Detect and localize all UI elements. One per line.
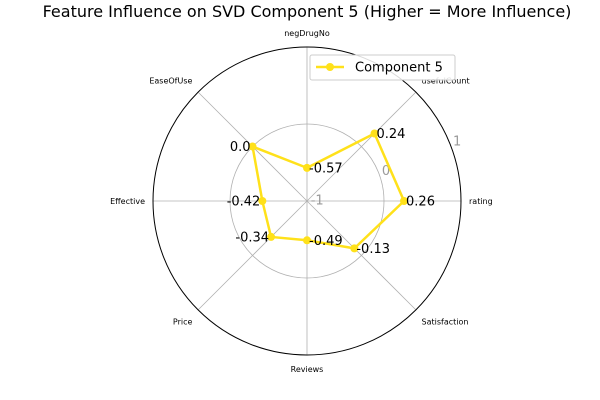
category-label: Effective	[110, 197, 145, 206]
data-point	[400, 197, 409, 205]
data-point	[370, 129, 379, 138]
series-line	[251, 132, 406, 250]
chart-title: Feature Influence on SVD Component 5 (Hi…	[43, 2, 572, 21]
outer-ring	[152, 46, 462, 356]
category-label: EaseOfUse	[149, 76, 192, 85]
data-point	[303, 236, 311, 245]
category-label: Reviews	[291, 365, 324, 374]
data-label: 0.24	[377, 127, 406, 142]
r-tick-label: 1	[453, 135, 461, 150]
grid: -1 0 1	[152, 46, 462, 356]
legend-marker	[326, 63, 334, 71]
data-label: -0.49	[309, 234, 343, 249]
grid-circle	[229, 123, 385, 279]
r-tick-label: -1	[311, 193, 324, 208]
data-point	[248, 142, 257, 151]
data-point	[350, 244, 359, 253]
data-label: 0.26	[406, 195, 435, 210]
r-tick-label: 0	[382, 164, 390, 179]
category-label: Price	[173, 318, 193, 327]
label-layer: rating usefulCount negDrugNo EaseOfUse Effec…	[110, 29, 493, 374]
category-label: usefulCount	[422, 76, 470, 85]
data-label: 0.0	[230, 140, 251, 155]
data-label: -0.42	[227, 195, 261, 210]
data-point	[303, 163, 311, 172]
category-label: rating	[469, 197, 493, 206]
category-label: negDrugNo	[284, 29, 330, 38]
data-point	[258, 197, 267, 205]
legend-box	[309, 54, 456, 81]
data-point	[267, 232, 276, 241]
series-layer: 0.26 0.24 -0.57 0.0 -0.42 -0.34 -0.49 -0.13	[227, 127, 435, 257]
data-label: -0.34	[235, 230, 269, 245]
data-label: -0.13	[356, 242, 390, 257]
data-label: -0.57	[309, 161, 343, 176]
category-label: Satisfaction	[422, 318, 469, 327]
legend-label: Component 5	[355, 61, 443, 76]
legend: Component 5	[309, 54, 456, 81]
